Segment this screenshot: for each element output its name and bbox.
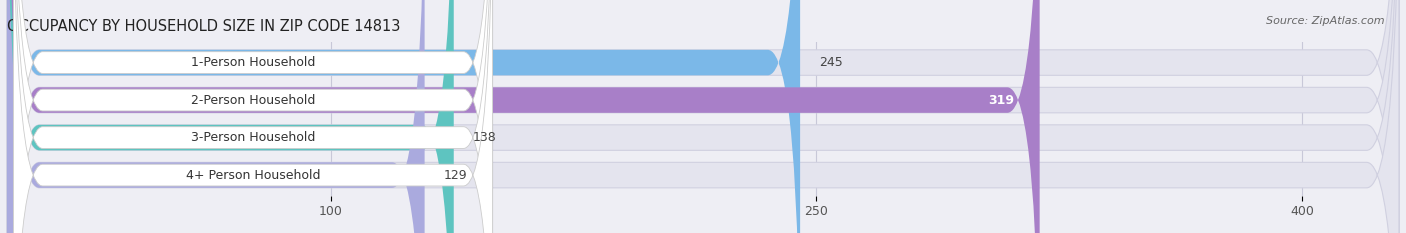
Text: 4+ Person Household: 4+ Person Household [186,169,321,182]
Text: 2-Person Household: 2-Person Household [191,94,315,106]
Text: 319: 319 [988,94,1014,106]
FancyBboxPatch shape [7,0,425,233]
FancyBboxPatch shape [14,0,492,233]
FancyBboxPatch shape [7,0,1399,233]
FancyBboxPatch shape [7,0,1399,233]
Text: Source: ZipAtlas.com: Source: ZipAtlas.com [1267,16,1385,26]
FancyBboxPatch shape [14,0,492,233]
FancyBboxPatch shape [7,0,1039,233]
FancyBboxPatch shape [7,0,454,233]
FancyBboxPatch shape [14,0,492,233]
Text: 1-Person Household: 1-Person Household [191,56,315,69]
Text: OCCUPANCY BY HOUSEHOLD SIZE IN ZIP CODE 14813: OCCUPANCY BY HOUSEHOLD SIZE IN ZIP CODE … [7,19,401,34]
FancyBboxPatch shape [7,0,800,233]
Text: 3-Person Household: 3-Person Household [191,131,315,144]
Text: 129: 129 [444,169,468,182]
Text: 245: 245 [820,56,844,69]
Text: 138: 138 [474,131,496,144]
FancyBboxPatch shape [14,0,492,233]
FancyBboxPatch shape [7,0,1399,233]
FancyBboxPatch shape [7,0,1399,233]
